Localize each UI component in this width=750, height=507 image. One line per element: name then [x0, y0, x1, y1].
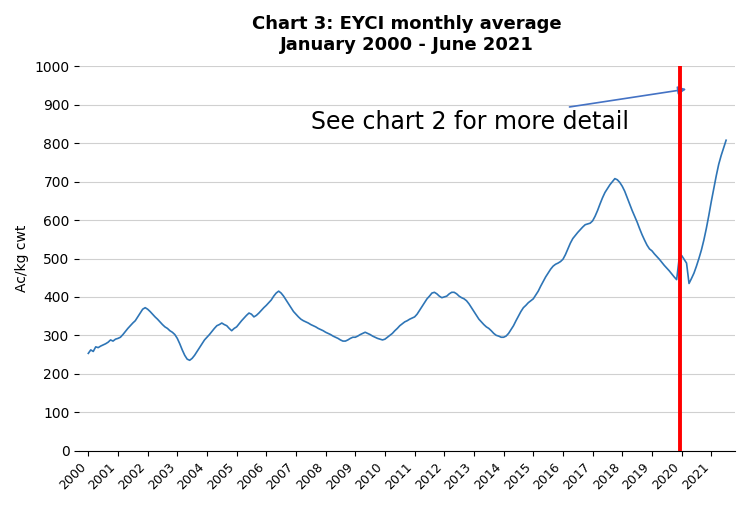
Title: Chart 3: EYCI monthly average
January 2000 - June 2021: Chart 3: EYCI monthly average January 20…	[253, 15, 562, 54]
Text: See chart 2 for more detail: See chart 2 for more detail	[310, 87, 685, 134]
Y-axis label: Ac/kg cwt: Ac/kg cwt	[15, 225, 29, 292]
